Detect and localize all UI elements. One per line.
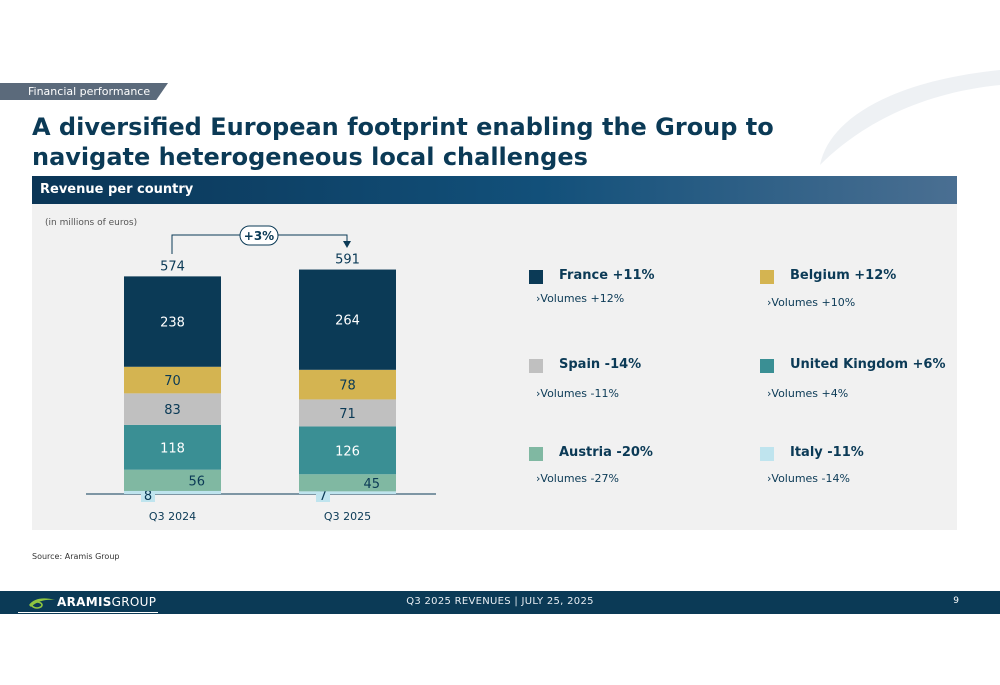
legend-label: France +11% — [559, 268, 655, 283]
bar-segment-austria — [124, 469, 221, 491]
footer-brand-light: GROUP — [111, 595, 157, 609]
bar-segment-france — [124, 276, 221, 367]
total-label: 591 — [335, 253, 360, 268]
aramis-logo-icon — [29, 598, 55, 609]
category-label: Q3 2024 — [149, 510, 196, 523]
bar-segment-belgium — [299, 369, 396, 400]
data-label-united_kingdom: 126 — [335, 444, 360, 459]
bar-segment-united_kingdom — [299, 426, 396, 475]
section-tag: Financial performance — [0, 83, 168, 100]
data-label-france: 264 — [335, 314, 360, 329]
footer-brand-bold: ARAMIS — [57, 595, 112, 609]
panel-header: Revenue per country — [32, 176, 957, 204]
legend-swatch — [760, 447, 774, 461]
bar-segment-austria — [299, 474, 396, 492]
footer-event: Q3 2025 REVENUES | JULY 25, 2025 — [406, 596, 594, 607]
bar-segment-italy — [299, 491, 396, 494]
legend-label: Italy -11% — [790, 445, 864, 460]
data-label-italy: 8 — [144, 489, 152, 504]
bar-segment-united_kingdom — [124, 424, 221, 470]
legend-swatch — [760, 359, 774, 373]
data-label-spain: 83 — [164, 403, 181, 418]
legend-swatch — [529, 359, 543, 373]
growth-badge — [239, 225, 279, 246]
data-label-belgium: 78 — [339, 379, 356, 394]
brand-swoosh-decoration — [820, 70, 1000, 165]
bar-segment-belgium — [124, 366, 221, 394]
legend-label: United Kingdom +6% — [790, 357, 946, 372]
legend-volumes: ›Volumes +4% — [767, 387, 849, 400]
page-title: A diversified European footprint enablin… — [32, 113, 774, 171]
unit-note: (in millions of euros) — [45, 218, 138, 228]
footer-divider — [18, 612, 158, 613]
page-number: 9 — [953, 596, 959, 606]
data-label-austria: 45 — [363, 477, 380, 492]
category-label: Q3 2025 — [324, 510, 371, 523]
legend-volumes: ›Volumes -14% — [767, 472, 850, 485]
data-label-spain: 71 — [339, 407, 356, 422]
bar-segment-spain — [299, 399, 396, 427]
data-label-united_kingdom: 118 — [160, 441, 185, 456]
bar-segment-spain — [124, 393, 221, 425]
legend-volumes: ›Volumes +10% — [767, 296, 856, 309]
data-label-belgium: 70 — [164, 374, 181, 389]
footer-brand: ARAMISGROUP — [57, 595, 156, 609]
bar-segment-italy — [124, 490, 221, 494]
legend-swatch — [529, 447, 543, 461]
data-label-italy: 7 — [319, 489, 327, 504]
legend-swatch — [529, 270, 543, 284]
data-label-france: 238 — [160, 316, 185, 331]
legend-label: Belgium +12% — [790, 268, 897, 283]
legend-volumes: ›Volumes +12% — [536, 292, 625, 305]
bar-segment-france — [299, 269, 396, 370]
growth-arrow-head — [343, 241, 351, 248]
legend-swatch — [760, 270, 774, 284]
legend-label: Spain -14% — [559, 357, 642, 372]
footer-bar: ARAMISGROUP Q3 2025 REVENUES | JULY 25, … — [0, 591, 1000, 614]
growth-label: +3% — [244, 229, 274, 243]
legend-volumes: ›Volumes -27% — [536, 472, 619, 485]
data-label-austria: 56 — [188, 474, 205, 489]
legend-label: Austria -20% — [559, 445, 653, 460]
legend-volumes: ›Volumes -11% — [536, 387, 619, 400]
source-note: Source: Aramis Group — [32, 552, 120, 561]
total-label: 574 — [160, 259, 185, 274]
